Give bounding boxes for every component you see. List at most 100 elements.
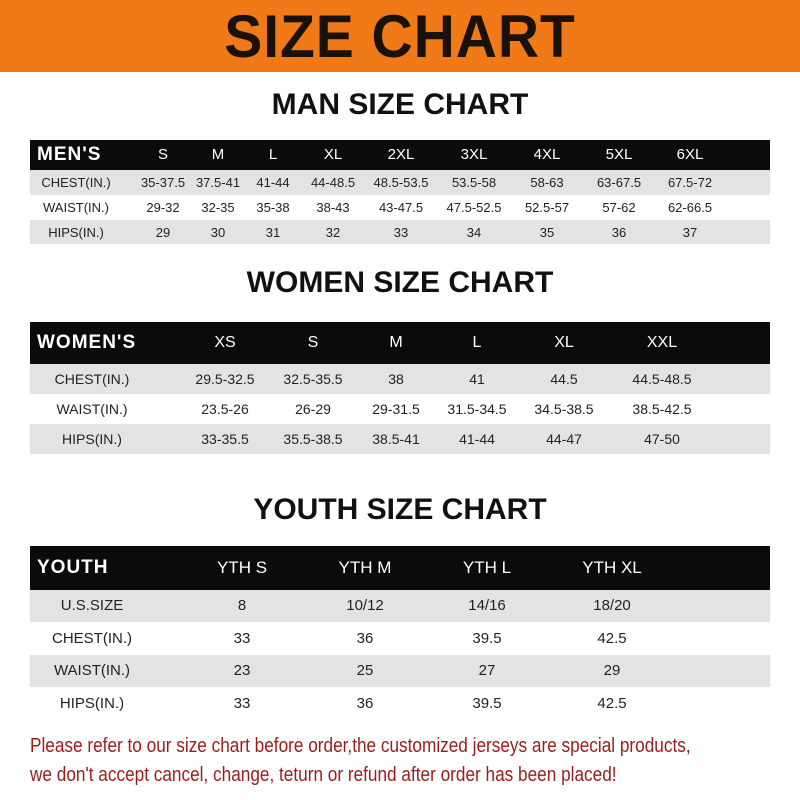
table-cell: 31 xyxy=(265,225,281,240)
measure-label: WAIST(IN.) xyxy=(56,401,128,417)
women-size-table: WOMEN'S XS S M L XL XXL CHEST(IN.) 29.5-32.5 32.5… xyxy=(30,322,770,454)
size-header: 2XL xyxy=(387,146,415,163)
banner: SIZE CHART xyxy=(0,0,800,72)
size-header: M xyxy=(389,334,403,351)
table-cell: 41 xyxy=(469,371,485,387)
table-cell: 42.5 xyxy=(597,695,627,712)
size-header: XXL xyxy=(646,334,678,351)
table-cell: 35 xyxy=(539,225,555,240)
table-cell: 47.5-52.5 xyxy=(446,200,502,215)
table-cell: 52.5-57 xyxy=(524,200,570,215)
table-cell: 34.5-38.5 xyxy=(534,401,594,417)
banner-title: SIZE CHART xyxy=(224,3,576,70)
table-cell: 23 xyxy=(233,662,251,679)
table-row: CHEST(IN.) 33 36 39.5 42.5 xyxy=(30,622,770,655)
table-label: WOMEN'S xyxy=(37,332,137,353)
table-cell: 35-38 xyxy=(256,200,290,215)
table-cell: 41-44 xyxy=(256,175,290,190)
table-cell: 33 xyxy=(233,695,251,712)
table-cell: 53.5-58 xyxy=(451,175,497,190)
table-cell: 14/16 xyxy=(468,597,506,614)
table-label: MEN'S xyxy=(37,144,102,165)
table-cell: 31.5-34.5 xyxy=(447,401,507,417)
table-cell: 37.5-41 xyxy=(195,175,241,190)
table-cell: 32-35 xyxy=(201,200,235,215)
table-cell: 36 xyxy=(611,225,627,240)
measure-label: HIPS(IN.) xyxy=(59,695,125,712)
table-cell: 43-47.5 xyxy=(378,200,424,215)
table-cell: 35.5-38.5 xyxy=(283,431,343,447)
table-cell: 25 xyxy=(356,662,374,679)
table-label: YOUTH xyxy=(37,557,109,578)
table-cell: 63-67.5 xyxy=(596,175,642,190)
table-cell: 39.5 xyxy=(472,695,502,712)
measure-label: WAIST(IN.) xyxy=(53,662,131,679)
size-header: S xyxy=(307,334,319,351)
size-header: YTH S xyxy=(216,558,268,577)
table-cell: 38 xyxy=(388,371,404,387)
table-row: CHEST(IN.) 35-37.5 37.5-41 41-44 44-48.5 48.5… xyxy=(30,170,770,195)
table-cell: 44-47 xyxy=(546,431,582,447)
table-cell: 58-63 xyxy=(530,175,564,190)
measure-label: HIPS(IN.) xyxy=(48,225,104,240)
size-header: XL xyxy=(554,334,574,351)
table-cell: 35-37.5 xyxy=(140,175,186,190)
size-header: 5XL xyxy=(605,146,633,163)
footer-notice: Please refer to our size chart before or… xyxy=(30,732,691,790)
table-row: WAIST(IN.) 23 25 27 29 xyxy=(30,655,770,687)
table-cell: 33-35.5 xyxy=(201,431,249,447)
table-cell: 44-48.5 xyxy=(310,175,356,190)
measure-label: HIPS(IN.) xyxy=(62,431,122,447)
table-row: U.S.SIZE 8 10/12 14/16 18/20 xyxy=(30,590,770,622)
measure-label: CHEST(IN.) xyxy=(54,371,130,387)
table-cell: 32.5-35.5 xyxy=(283,371,343,387)
table-cell: 41-44 xyxy=(459,431,495,447)
size-header: XS xyxy=(214,334,236,351)
table-cell: 29-32 xyxy=(146,200,180,215)
table-cell: 10/12 xyxy=(346,597,384,614)
measure-label: CHEST(IN.) xyxy=(41,175,111,190)
table-row: WAIST(IN.) 23.5-26 26-29 29-31.5 31.5-34.5 34… xyxy=(30,394,770,424)
table-cell: 67.5-72 xyxy=(667,175,713,190)
table-cell: 57-62 xyxy=(602,200,636,215)
footer-line-2: we don't accept cancel, change, teturn o… xyxy=(30,764,617,786)
size-header: S xyxy=(157,146,169,163)
table-cell: 8 xyxy=(237,597,247,614)
table-cell: 18/20 xyxy=(593,597,631,614)
table-row: WAIST(IN.) 29-32 32-35 35-38 38-43 43-47.5 47.… xyxy=(30,195,770,220)
table-cell: 37 xyxy=(682,225,698,240)
table-cell: 47-50 xyxy=(644,431,680,447)
footer-line-1: Please refer to our size chart before or… xyxy=(30,735,691,757)
table-cell: 33 xyxy=(393,225,409,240)
table-cell: 44.5-48.5 xyxy=(632,371,692,387)
table-cell: 36 xyxy=(356,695,374,712)
measure-label: CHEST(IN.) xyxy=(52,630,132,647)
table-row: CHEST(IN.) 29.5-32.5 32.5-35.5 38 41 44.5 44.5… xyxy=(30,364,770,394)
table-cell: 29 xyxy=(603,662,621,679)
table-cell: 42.5 xyxy=(597,630,627,647)
table-row: HIPS(IN.) 29 30 31 32 33 34 35 36 37 xyxy=(30,220,770,244)
size-header: XL xyxy=(323,146,343,163)
table-cell: 36 xyxy=(356,630,374,647)
men-header-row: MEN'S S M L XL 2XL 3XL 4XL 5XL 6XL xyxy=(30,140,770,170)
men-section-title: MAN SIZE CHART xyxy=(271,88,529,121)
youth-size-table: YOUTH YTH S YTH M YTH L YTH XL U.S.SIZE 8 10/12… xyxy=(30,546,770,720)
table-cell: 62-66.5 xyxy=(667,200,713,215)
table-cell: 30 xyxy=(210,225,226,240)
table-cell: 29.5-32.5 xyxy=(195,371,255,387)
table-cell: 34 xyxy=(466,225,482,240)
size-header: M xyxy=(211,146,225,163)
table-row: HIPS(IN.) 33 36 39.5 42.5 xyxy=(30,687,770,720)
table-cell: 23.5-26 xyxy=(201,401,249,417)
table-cell: 29 xyxy=(155,225,171,240)
measure-label: WAIST(IN.) xyxy=(43,200,109,215)
youth-header-row: YOUTH YTH S YTH M YTH L YTH XL xyxy=(30,546,770,590)
table-cell: 48.5-53.5 xyxy=(373,175,429,190)
table-cell: 27 xyxy=(478,662,496,679)
table-cell: 38.5-41 xyxy=(372,431,420,447)
size-header: YTH M xyxy=(338,558,392,577)
size-header: YTH XL xyxy=(582,558,642,577)
size-header: 3XL xyxy=(460,146,488,163)
table-row: HIPS(IN.) 33-35.5 35.5-38.5 38.5-41 41-44 44-… xyxy=(30,424,770,454)
measure-label: U.S.SIZE xyxy=(60,597,124,614)
